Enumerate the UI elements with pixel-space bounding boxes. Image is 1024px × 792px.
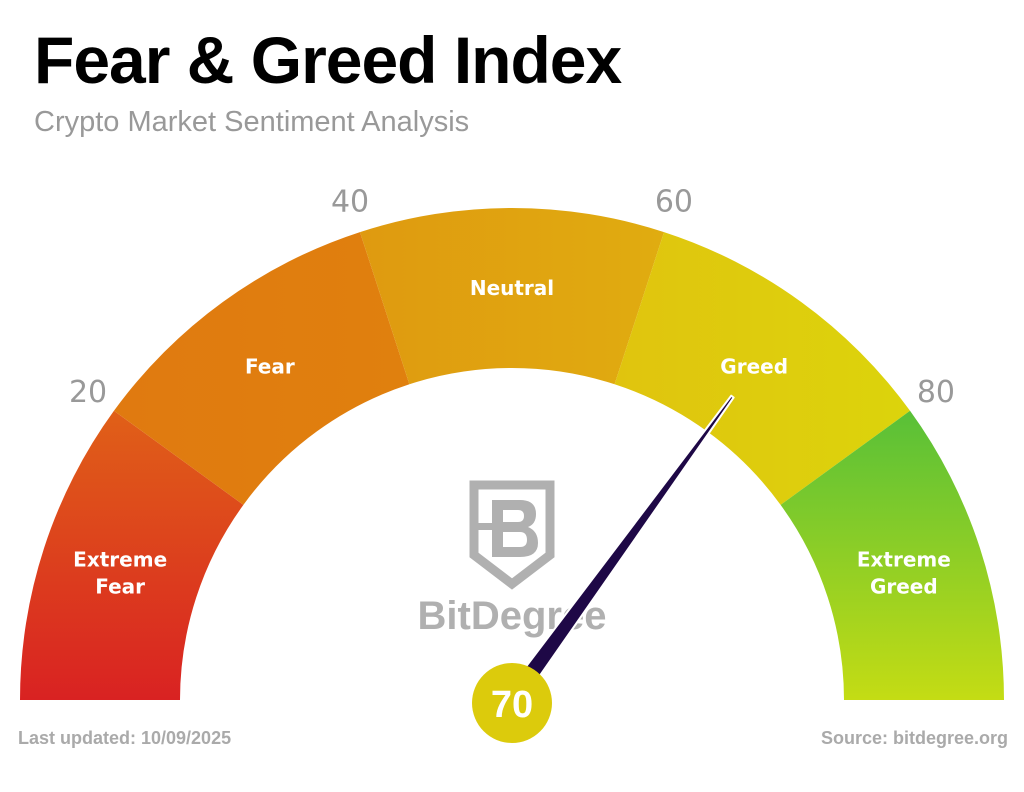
- segment-label: Fear: [245, 355, 295, 379]
- segment-label: Extreme Greed: [857, 548, 951, 599]
- gauge-segment-extreme-greed: [780, 410, 1004, 700]
- tick-label: 60: [655, 185, 693, 220]
- segment-label: Greed: [720, 355, 788, 379]
- tick-label: 40: [331, 185, 369, 220]
- gauge-needle: [503, 394, 735, 707]
- tick-label: 80: [917, 375, 955, 410]
- gauge-segment-fear: [113, 232, 410, 505]
- gauge-segment-neutral: [359, 208, 665, 385]
- segment-label: Extreme Fear: [73, 548, 167, 599]
- gauge-value: 70: [491, 684, 533, 726]
- page-title: Fear & Greed Index: [34, 23, 622, 97]
- last-updated: Last updated: 10/09/2025: [18, 728, 232, 748]
- gauge-segment-greed: [614, 232, 911, 505]
- page-subtitle: Crypto Market Sentiment Analysis: [34, 106, 470, 138]
- gauge-segment-extreme-fear: [20, 410, 244, 700]
- value-badge: [472, 663, 552, 743]
- tick-label: 20: [69, 375, 107, 410]
- source-credit: Source: bitdegree.org: [820, 728, 1008, 748]
- segment-label: Neutral: [470, 276, 554, 300]
